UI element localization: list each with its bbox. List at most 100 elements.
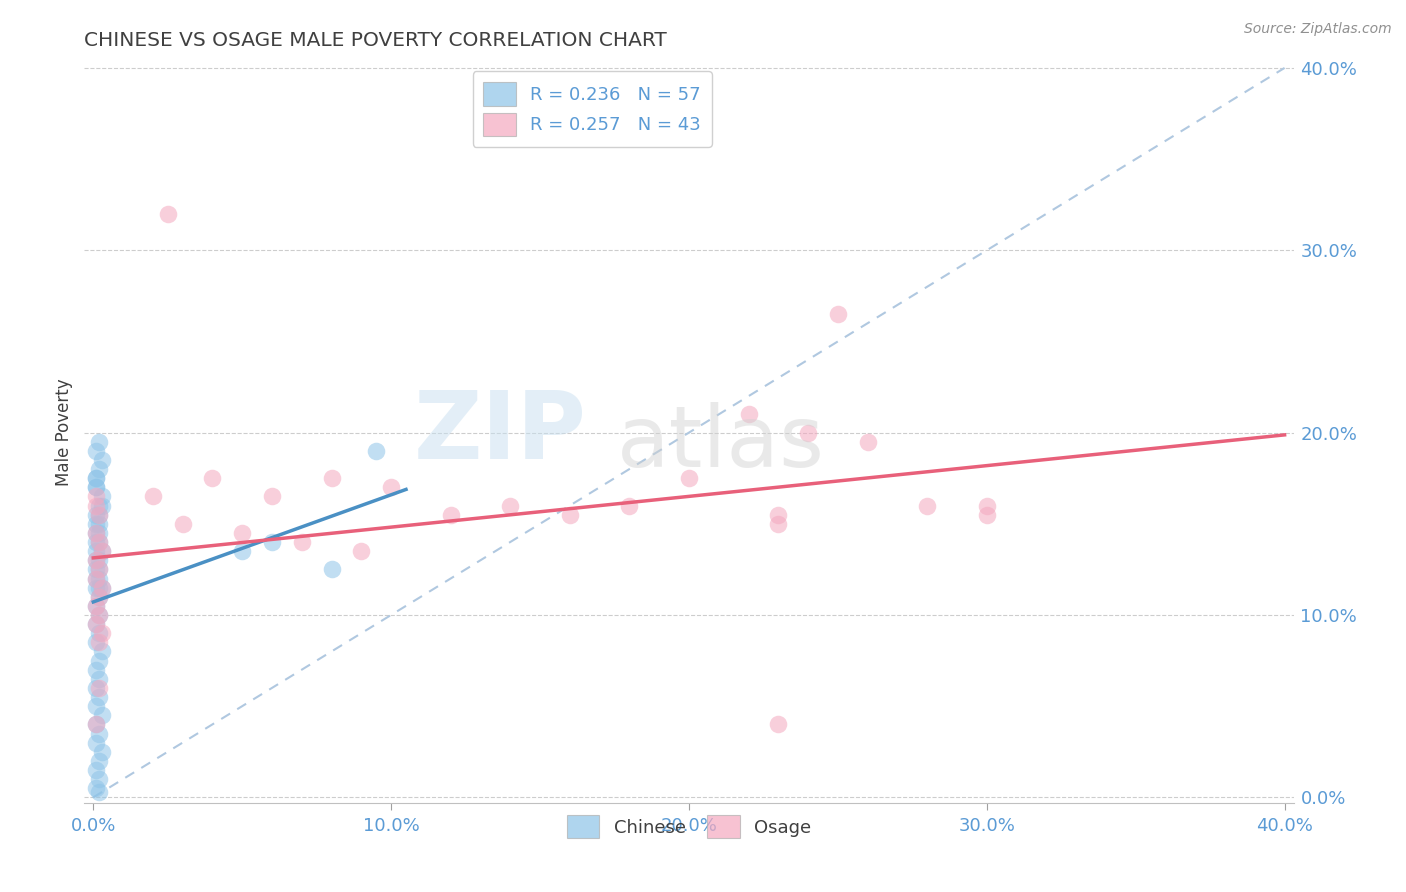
Point <box>89 635 111 649</box>
Point <box>91 708 114 723</box>
Point <box>89 581 111 595</box>
Point <box>89 681 111 695</box>
Point <box>89 726 111 740</box>
Point <box>84 471 107 485</box>
Point <box>976 499 998 513</box>
Point <box>89 434 111 449</box>
Point <box>201 471 224 485</box>
Point <box>768 516 790 531</box>
Point <box>91 544 114 558</box>
Point <box>89 690 111 704</box>
Point <box>84 544 107 558</box>
Point <box>89 535 111 549</box>
Point <box>156 207 179 221</box>
Point <box>91 453 114 467</box>
Point <box>84 781 107 796</box>
Point <box>84 581 107 595</box>
Point <box>91 581 114 595</box>
Point <box>89 590 111 604</box>
Point <box>89 607 111 622</box>
Point <box>915 499 938 513</box>
Point <box>380 480 402 494</box>
Point <box>231 525 253 540</box>
Point <box>84 553 107 567</box>
Point <box>84 736 107 750</box>
Point <box>619 499 641 513</box>
Point <box>89 672 111 686</box>
Point <box>89 462 111 476</box>
Point <box>827 307 849 321</box>
Point <box>84 516 107 531</box>
Point <box>91 544 114 558</box>
Point <box>976 508 998 522</box>
Point <box>737 408 759 422</box>
Point <box>84 480 107 494</box>
Point <box>84 499 107 513</box>
Point <box>231 544 253 558</box>
Point <box>91 499 114 513</box>
Y-axis label: Male Poverty: Male Poverty <box>55 379 73 486</box>
Point <box>321 562 343 576</box>
Point <box>89 572 111 586</box>
Point <box>260 535 283 549</box>
Point <box>89 754 111 768</box>
Point <box>91 626 114 640</box>
Point <box>84 635 107 649</box>
Point <box>84 562 107 576</box>
Point <box>172 516 194 531</box>
Point <box>260 490 283 504</box>
Point <box>84 525 107 540</box>
Point <box>84 525 107 540</box>
Text: ZIP: ZIP <box>413 386 586 479</box>
Point <box>89 508 111 522</box>
Point <box>856 434 879 449</box>
Point <box>768 717 790 731</box>
Point <box>84 471 107 485</box>
Point <box>84 663 107 677</box>
Point <box>91 490 114 504</box>
Point <box>89 607 111 622</box>
Text: Source: ZipAtlas.com: Source: ZipAtlas.com <box>1244 22 1392 37</box>
Point <box>84 535 107 549</box>
Point <box>89 626 111 640</box>
Point <box>91 745 114 759</box>
Point <box>797 425 820 440</box>
Point <box>142 490 165 504</box>
Point <box>84 599 107 613</box>
Point <box>84 717 107 731</box>
Point <box>350 544 373 558</box>
Point <box>89 772 111 786</box>
Point <box>89 553 111 567</box>
Point <box>84 572 107 586</box>
Point <box>84 599 107 613</box>
Point <box>89 590 111 604</box>
Point <box>499 499 522 513</box>
Point <box>366 443 388 458</box>
Point <box>84 490 107 504</box>
Point <box>91 581 114 595</box>
Point <box>558 508 581 522</box>
Point <box>89 499 111 513</box>
Point <box>84 443 107 458</box>
Point <box>89 525 111 540</box>
Point <box>84 572 107 586</box>
Point <box>84 617 107 632</box>
Point <box>84 717 107 731</box>
Point <box>768 508 790 522</box>
Point <box>89 535 111 549</box>
Text: atlas: atlas <box>616 402 824 485</box>
Point <box>321 471 343 485</box>
Point <box>678 471 700 485</box>
Point <box>84 763 107 777</box>
Point <box>84 681 107 695</box>
Text: CHINESE VS OSAGE MALE POVERTY CORRELATION CHART: CHINESE VS OSAGE MALE POVERTY CORRELATIO… <box>84 30 666 50</box>
Point <box>84 480 107 494</box>
Point <box>89 785 111 799</box>
Point <box>89 508 111 522</box>
Point <box>91 644 114 658</box>
Legend: Chinese, Osage: Chinese, Osage <box>560 808 818 846</box>
Point <box>291 535 314 549</box>
Point <box>84 553 107 567</box>
Point <box>89 562 111 576</box>
Point <box>89 562 111 576</box>
